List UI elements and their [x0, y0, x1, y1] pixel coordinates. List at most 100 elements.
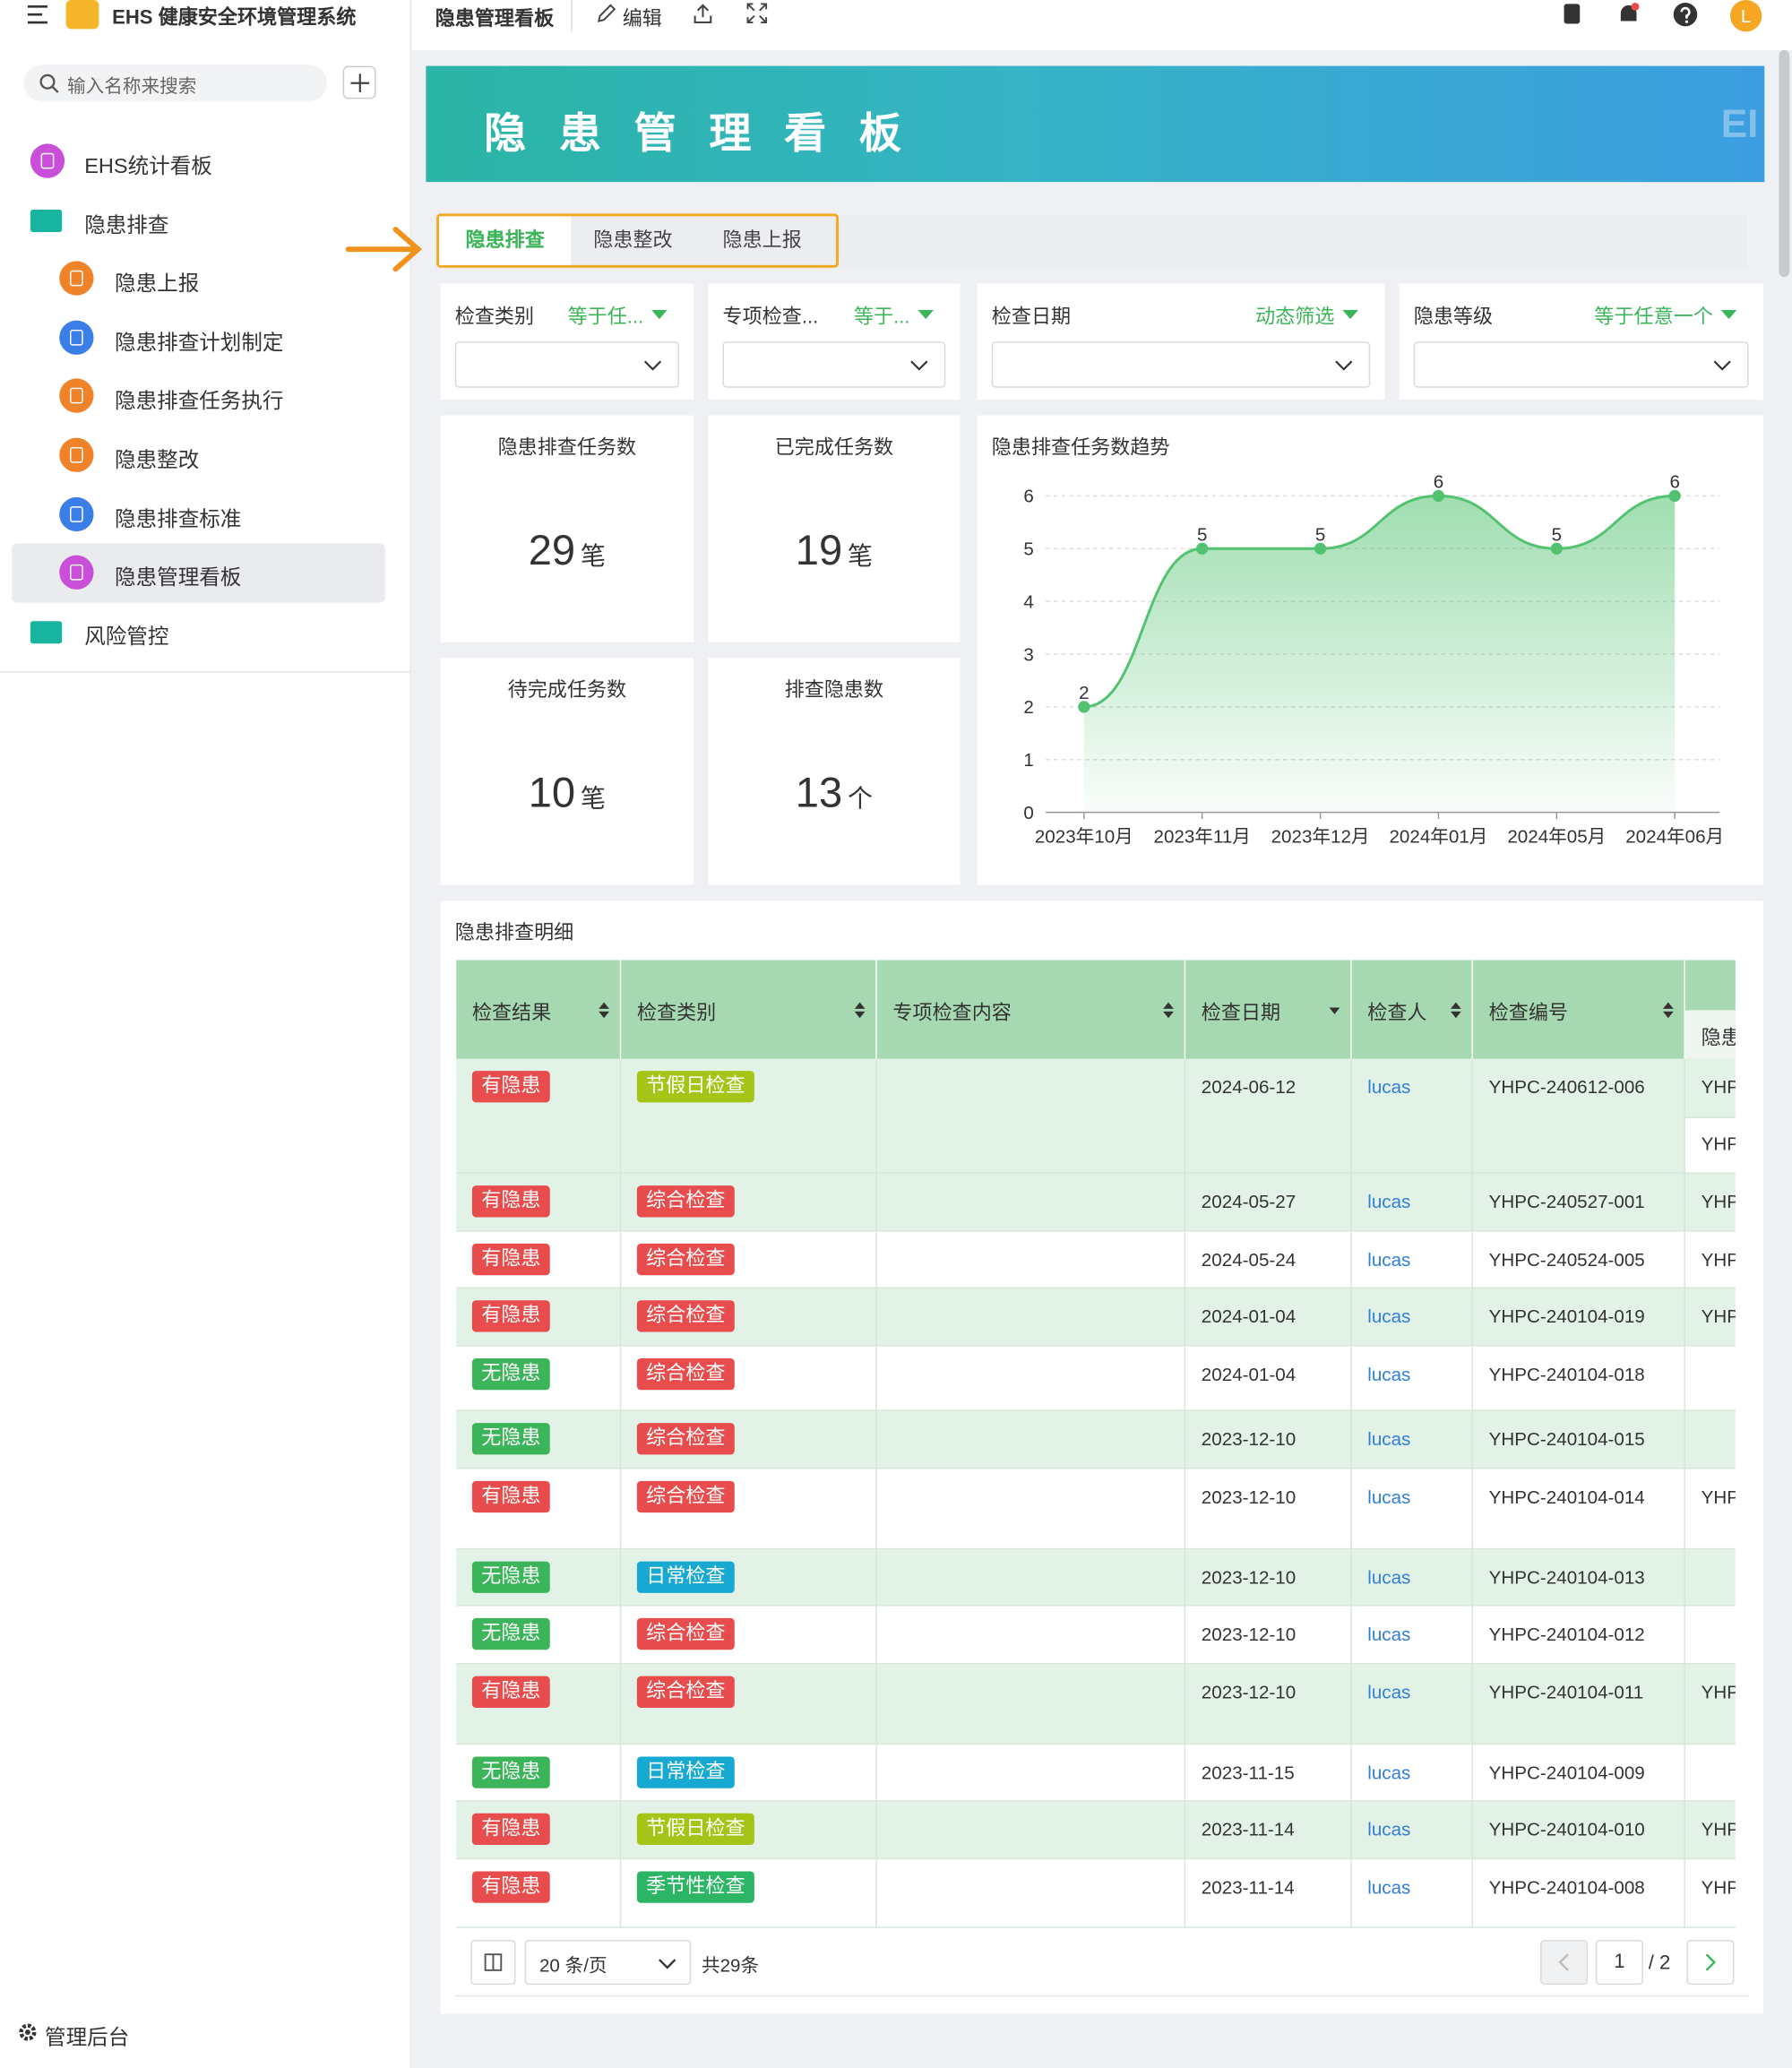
- filter-select[interactable]: [722, 341, 946, 388]
- admin-link[interactable]: 管理后台: [45, 2027, 130, 2050]
- tab[interactable]: 隐患排查: [439, 216, 572, 265]
- nav-item[interactable]: 隐患排查计划制定: [115, 332, 284, 355]
- kpi-label: 已完成任务数: [774, 436, 894, 460]
- date-cell: 2023-12-10: [1201, 1486, 1297, 1508]
- filter-operator[interactable]: 等于...: [853, 306, 910, 329]
- sidebar: EHS 健康安全环境管理系统 输入名称来搜索 EHS统计看板 隐患排查 隐患上报 隐患…: [0, 0, 412, 2068]
- data-label: 6: [1434, 472, 1443, 493]
- inspector-link[interactable]: lucas: [1367, 1486, 1411, 1508]
- filter-operator[interactable]: 等于任...: [567, 306, 644, 329]
- nav-item[interactable]: 隐患整改: [115, 449, 200, 472]
- category-tag: 综合检查: [636, 1617, 735, 1650]
- fullscreen-icon[interactable]: [746, 3, 768, 24]
- sort-arrows: [1662, 1002, 1674, 1019]
- inspector-link[interactable]: lucas: [1367, 1191, 1411, 1212]
- nav-icon: [59, 378, 94, 414]
- bell-icon[interactable]: [1616, 1, 1640, 27]
- point: [1196, 542, 1209, 555]
- sort-icon[interactable]: [1661, 1001, 1675, 1020]
- prev-page[interactable]: [1540, 1940, 1589, 1986]
- nav-item[interactable]: 隐患管理看板: [115, 567, 242, 590]
- column-header[interactable]: 检查人: [1367, 1002, 1427, 1025]
- sort-icon[interactable]: [598, 1001, 611, 1020]
- nav-item[interactable]: 隐患排查任务执行: [115, 391, 284, 414]
- cell-divider: [1350, 1173, 1352, 1232]
- date-cell: 2023-12-10: [1201, 1681, 1297, 1703]
- nav-item[interactable]: 风险管控: [84, 625, 169, 649]
- inspector-link[interactable]: lucas: [1367, 1305, 1411, 1327]
- caret: [1720, 309, 1737, 320]
- cell-divider: [875, 1058, 877, 1174]
- sort-icon[interactable]: [1450, 1001, 1463, 1020]
- inspector-link[interactable]: lucas: [1367, 1248, 1411, 1271]
- column-header[interactable]: 检查结果: [471, 1002, 552, 1025]
- nav-item[interactable]: 隐患排查: [84, 214, 169, 237]
- filter-label: 检查日期: [991, 306, 1072, 329]
- next-page[interactable]: [1686, 1940, 1735, 1986]
- hazard-cell: YHP: [1701, 1876, 1736, 1898]
- kpi-value-row: 19 笔: [708, 526, 960, 574]
- inspector-link[interactable]: lucas: [1367, 1681, 1411, 1703]
- sort-icon[interactable]: [1162, 1001, 1176, 1020]
- nav-item[interactable]: 隐患上报: [115, 272, 200, 296]
- current-page[interactable]: 1: [1595, 1940, 1643, 1986]
- column-header[interactable]: 检查类别: [636, 1002, 717, 1025]
- edit-button[interactable]: 编辑: [622, 7, 662, 30]
- cell-divider: [619, 1745, 622, 1802]
- inspector-link[interactable]: lucas: [1367, 1566, 1411, 1589]
- filter-operator[interactable]: 动态筛选: [1255, 306, 1335, 329]
- nav-item[interactable]: EHS统计看板: [84, 155, 212, 178]
- result-tag: 有隐患: [471, 1071, 550, 1103]
- top-bar: 隐患管理看板 编辑 L: [411, 0, 1792, 50]
- operator-caret: [1342, 309, 1358, 320]
- add-button[interactable]: [342, 65, 376, 99]
- column-header[interactable]: 检查编号: [1488, 1002, 1568, 1025]
- help-icon[interactable]: [1672, 1, 1698, 27]
- filter-operator[interactable]: 等于任意一个: [1594, 306, 1713, 329]
- scrollbar: [1779, 49, 1790, 278]
- sort-arrows: [599, 1002, 609, 1019]
- inspector-link[interactable]: lucas: [1367, 1762, 1411, 1783]
- code-cell: YHPC-240104-008: [1488, 1876, 1645, 1898]
- column-settings-button[interactable]: [470, 1940, 516, 1986]
- filter-select[interactable]: [991, 341, 1371, 388]
- header-divider: [1350, 960, 1352, 1059]
- chevron: [1713, 360, 1731, 371]
- chevron-left: [1558, 1953, 1569, 1971]
- column-header[interactable]: 专项检查内容: [892, 1002, 1012, 1025]
- book-icon[interactable]: [1562, 3, 1583, 26]
- category-tag: 日常检查: [636, 1756, 735, 1788]
- page-size-select[interactable]: 20 条/页: [524, 1940, 692, 1986]
- x-tick-label: 2024年06月: [1625, 826, 1724, 847]
- nav-item[interactable]: 隐患排查标准: [115, 508, 242, 531]
- tab[interactable]: 隐患上报: [722, 229, 802, 253]
- cell-divider: [875, 1469, 877, 1550]
- code-cell: YHPC-240104-015: [1488, 1427, 1645, 1450]
- date-cell: 2023-11-14: [1201, 1818, 1295, 1840]
- inspector-link[interactable]: lucas: [1367, 1427, 1411, 1450]
- inspector-link[interactable]: lucas: [1367, 1623, 1411, 1645]
- sort-icon[interactable]: [853, 1001, 866, 1020]
- menu-icon[interactable]: [26, 3, 49, 26]
- search-box[interactable]: 输入名称来搜索: [23, 65, 328, 102]
- chevron: [910, 360, 928, 371]
- table-bottom-border: [454, 1995, 1749, 1997]
- inspector-link[interactable]: lucas: [1367, 1075, 1411, 1098]
- inspector-link[interactable]: lucas: [1367, 1363, 1411, 1385]
- inspector-link[interactable]: lucas: [1367, 1876, 1411, 1898]
- filter-select[interactable]: [1413, 341, 1749, 388]
- category-tag: 综合检查: [636, 1676, 735, 1708]
- tab[interactable]: 隐患整改: [593, 229, 673, 253]
- filter-select[interactable]: [454, 341, 679, 388]
- sort-icon[interactable]: [1328, 1001, 1341, 1020]
- table-header: [456, 960, 1736, 1059]
- inspector-link[interactable]: lucas: [1367, 1818, 1411, 1840]
- cell-divider: [619, 1549, 622, 1607]
- avatar[interactable]: L: [1730, 0, 1762, 32]
- column-header[interactable]: 检查日期: [1201, 1002, 1281, 1025]
- y-tick-label: 3: [1023, 644, 1033, 665]
- share-icon[interactable]: [693, 3, 714, 24]
- code-cell: YHPC-240104-010: [1488, 1818, 1645, 1840]
- table-card: 隐患排查明细 检查结果检查类别专项检查内容检查日期检查人检查编号隐患有隐患节假日…: [440, 900, 1763, 2014]
